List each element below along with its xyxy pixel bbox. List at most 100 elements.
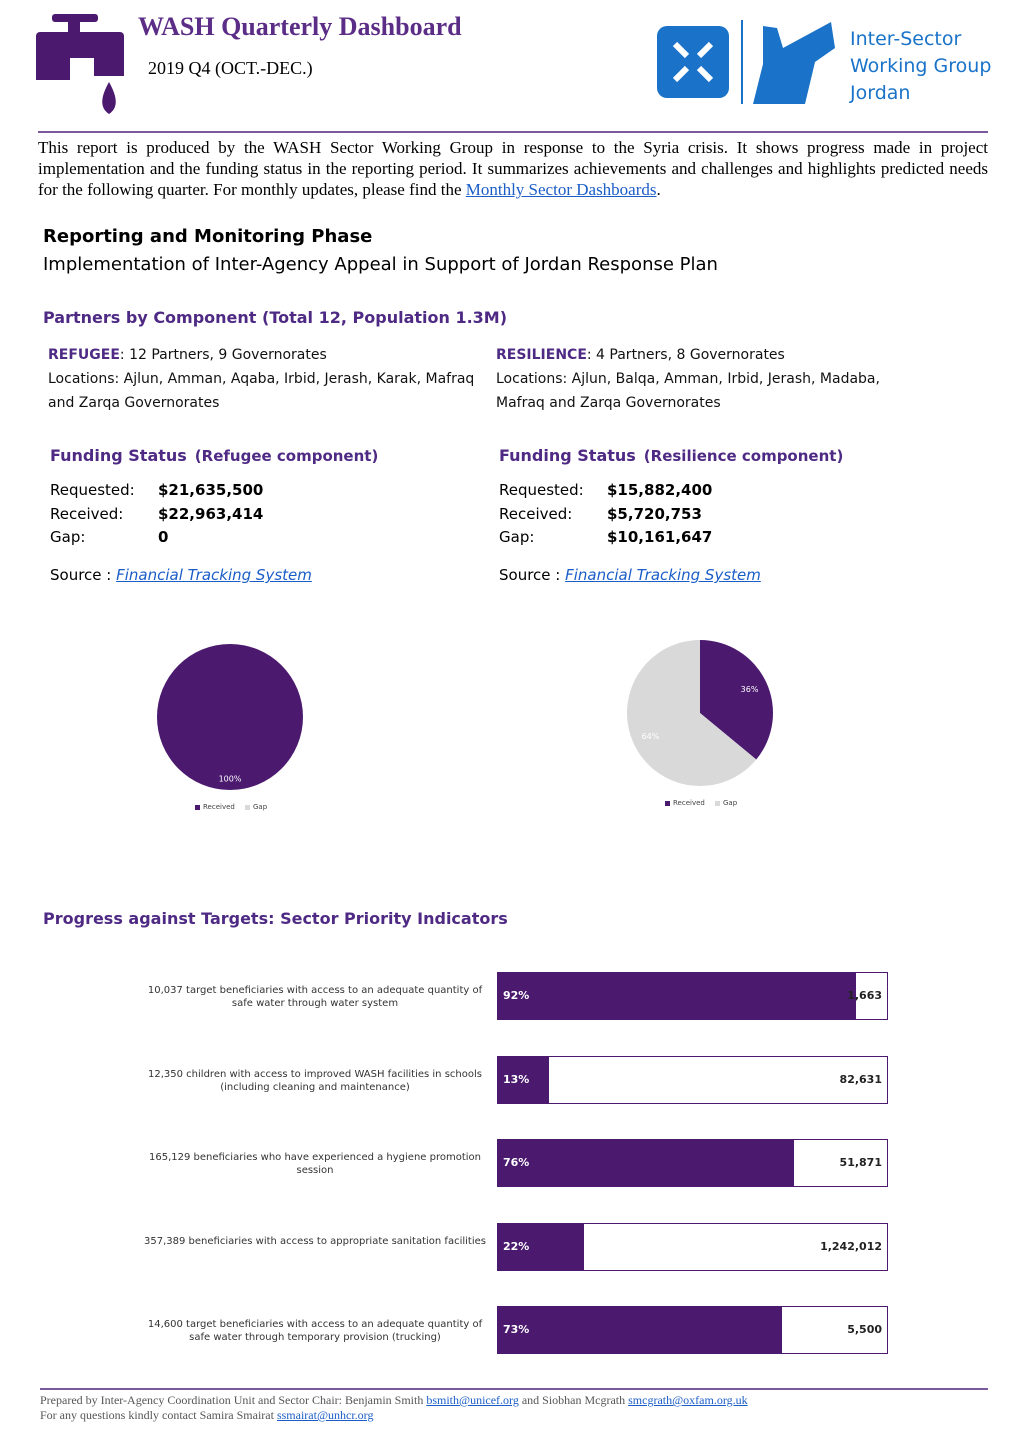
org-line: Working Group: [850, 55, 992, 77]
progress-title: Progress against Targets: Sector Priorit…: [43, 909, 508, 928]
legend-label: Gap: [253, 803, 268, 811]
tap-icon: [36, 14, 124, 114]
progress-bar: 76% 51,871: [497, 1139, 888, 1187]
remaining-label: 5,500: [847, 1323, 882, 1336]
component-summary: : 4 Partners, 8 Governorates: [586, 347, 785, 363]
remaining-label: 82,631: [839, 1072, 882, 1086]
percent-label: 92%: [503, 989, 530, 1002]
funding-row: Received: $5,720,753: [499, 505, 799, 528]
progress-fill: [498, 1307, 782, 1353]
funding-value: $15,882,400: [607, 481, 713, 499]
pie-label: 64%: [642, 732, 660, 741]
source: Source : Financial Tracking System: [499, 566, 761, 584]
progress-fill: [498, 973, 856, 1019]
footer-text: Prepared by Inter-Agency Coordination Un…: [40, 1393, 424, 1407]
component-locations: Locations: Ajlun, Balqa, Amman, Irbid, J…: [496, 371, 880, 411]
indicator-label: 357,389 beneficiaries with access to app…: [144, 1235, 486, 1247]
indicator-label: 12,350 children with access to improved …: [148, 1068, 482, 1093]
legend-swatch: [715, 801, 720, 806]
intro-text: This report is produced by the WASH Sect…: [38, 138, 988, 199]
funding-component: (Resilience component): [643, 447, 844, 465]
funding-value: $10,161,647: [607, 528, 713, 546]
progress-bar: 22% 1,242,012: [497, 1222, 888, 1271]
component-summary: : 12 Partners, 9 Governorates: [119, 347, 327, 363]
funding-row: Gap: $10,161,647: [499, 528, 799, 551]
progress-fill: [498, 1140, 794, 1186]
funding-key: Gap:: [50, 528, 86, 546]
email-link[interactable]: ssmairat@unhcr.org: [276, 1408, 374, 1422]
funding-heading: Funding Status (Resilience component): [499, 446, 843, 465]
footer-text: and Siobhan Mcgrath: [521, 1393, 626, 1407]
component-label: REFUGEE: [48, 347, 120, 363]
remaining-label: 1,242,012: [820, 1239, 882, 1253]
pie-slice: [626, 640, 757, 786]
funding-key: Requested:: [50, 481, 135, 499]
org-logo: [657, 20, 835, 104]
intro: This report is produced by the WASH Sect…: [38, 137, 988, 200]
funding-value: $22,963,414: [158, 504, 264, 523]
pie-label: 36%: [741, 685, 759, 694]
org-name: Inter-Sector Working Group Jordan: [850, 26, 991, 107]
legend-swatch: [195, 805, 200, 810]
legend-label: Received: [673, 799, 705, 807]
legend-swatch: [665, 801, 670, 806]
percent-label: 76%: [503, 1156, 530, 1169]
divider: [40, 1388, 988, 1390]
percent-label: 13%: [503, 1072, 530, 1086]
email-link[interactable]: bsmith@unicef.org: [426, 1393, 519, 1407]
progress-bar: 92% 1,663: [497, 972, 888, 1020]
funding-title: Funding Status: [499, 446, 636, 465]
percent-label: 73%: [503, 1323, 530, 1336]
component: REFUGEE: 12 Partners, 9 Governorates Loca…: [48, 343, 478, 415]
funding-key: Gap:: [499, 528, 535, 546]
indicator-label: 14,600 target beneficiaries with access …: [147, 1319, 483, 1343]
funding-row: Received: $22,963,414: [50, 505, 350, 528]
footer: Prepared by Inter-Agency Coordination Un…: [40, 1393, 748, 1423]
org-line: Inter-Sector: [850, 28, 962, 50]
component: RESILIENCE: 4 Partners, 8 Governorates Lo…: [496, 343, 926, 415]
phase-subtitle: Implementation of Inter-Agency Appeal in…: [43, 254, 718, 275]
funding-key: Received:: [499, 504, 573, 523]
email-link[interactable]: smcgrath@oxfam.org.uk: [628, 1393, 748, 1407]
progress-fill: [498, 1056, 549, 1103]
source-link[interactable]: Financial Tracking System: [565, 566, 761, 584]
pie-slice: [157, 644, 303, 790]
legend-swatch: [245, 805, 250, 810]
footer-text: For any questions kindly contact Samira …: [40, 1408, 274, 1422]
funding-component: (Refugee component): [194, 447, 379, 465]
funding-row: Requested: $21,635,500: [50, 481, 350, 504]
intro-end: .: [656, 180, 661, 199]
source-link[interactable]: Financial Tracking System: [116, 566, 312, 584]
pie-charts: 100% Received Gap 36% 64% Received Gap: [157, 640, 773, 811]
source-label: Source :: [499, 566, 561, 584]
component-label: RESILIENCE: [496, 347, 587, 363]
funding-key: Requested:: [499, 481, 584, 499]
source: Source : Financial Tracking System: [50, 566, 312, 584]
funding-value: $21,635,500: [158, 481, 264, 499]
org-line: Jordan: [850, 82, 911, 104]
dashboard-link[interactable]: Monthly Sector Dashboards: [465, 180, 657, 199]
legend-label: Gap: [723, 799, 738, 807]
percent-label: 22%: [503, 1239, 530, 1253]
progress-bar: 73% 5,500: [497, 1306, 888, 1354]
period: 2019 Q4 (OCT.-DEC.): [148, 58, 313, 78]
remaining-label: 1,663: [847, 989, 882, 1002]
pie-label: 100%: [219, 775, 242, 784]
indicator-label: 10,037 target beneficiaries with access …: [147, 985, 483, 1009]
funding-value: $5,720,753: [607, 504, 702, 523]
title: WASH Quarterly Dashboard: [138, 12, 462, 41]
funding-heading: Funding Status (Refugee component): [50, 446, 378, 465]
funding-value: 0: [158, 528, 169, 546]
progress-fill: [498, 1223, 584, 1270]
pie-slice: [700, 640, 773, 760]
progress-bar: 13% 82,631: [497, 1055, 888, 1104]
legend-label: Received: [203, 803, 235, 811]
funding-row: Requested: $15,882,400: [499, 481, 799, 504]
partners-title: Partners by Component (Total 12, Populat…: [43, 308, 508, 327]
remaining-label: 51,871: [839, 1156, 882, 1169]
indicator-label: 165,129 beneficiaries who have experienc…: [148, 1152, 482, 1176]
funding-title: Funding Status: [50, 446, 187, 465]
component-locations: Locations: Ajlun, Amman, Aqaba, Irbid, J…: [48, 371, 475, 411]
funding-key: Received:: [50, 504, 124, 523]
